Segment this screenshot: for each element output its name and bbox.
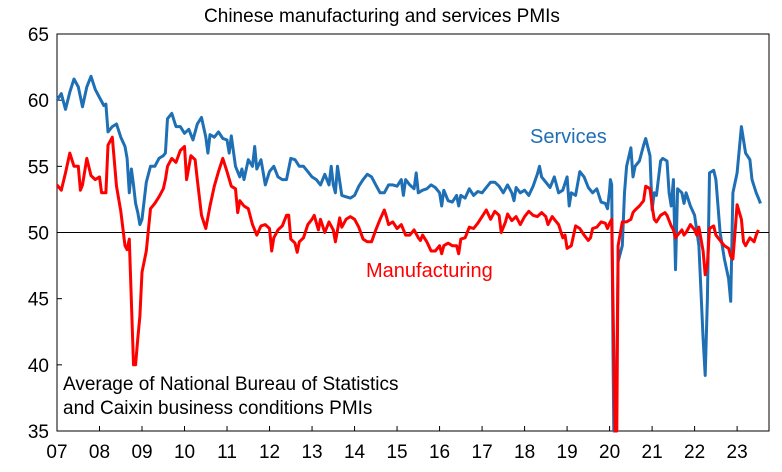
x-tick-label: 19 (557, 442, 578, 463)
y-tick-label: 35 (28, 422, 49, 443)
x-tick-label: 17 (472, 442, 493, 463)
y-axis: 35 40 45 50 55 60 65 (28, 25, 62, 443)
x-tick-label: 08 (89, 442, 110, 463)
series-line-services (55, 74, 762, 433)
x-tick-label: 14 (344, 442, 366, 463)
series-label-manufacturing: Manufacturing (366, 260, 493, 282)
series-line-manufacturing (55, 135, 760, 433)
y-tick-label: 40 (28, 356, 49, 377)
x-tick-label: 22 (684, 442, 705, 463)
x-tick-label: 20 (599, 442, 620, 463)
y-tick-label: 50 (28, 224, 49, 245)
series-label-services: Services (530, 126, 607, 148)
y-tick-label: 45 (28, 290, 49, 311)
series-layer (55, 74, 762, 433)
x-tick-label: 15 (386, 442, 407, 463)
x-tick-label: 23 (727, 442, 748, 463)
annotation-line-1: Average of National Bureau of Statistics (63, 374, 399, 395)
y-tick-label: 55 (28, 157, 49, 178)
x-tick-label: 09 (131, 442, 152, 463)
y-tick-label: 65 (28, 25, 49, 46)
x-tick-label: 13 (301, 442, 322, 463)
x-tick-label: 07 (46, 442, 67, 463)
x-tick-label: 18 (514, 442, 535, 463)
chart-title: Chinese manufacturing and services PMIs (204, 6, 560, 27)
x-tick-label: 12 (259, 442, 280, 463)
y-tick-label: 60 (28, 91, 49, 112)
annotation-line-2: and Caixin business conditions PMIs (63, 398, 372, 419)
x-tick-label: 16 (429, 442, 450, 463)
x-tick-label: 10 (174, 442, 195, 463)
chart-annotation: Average of National Bureau of Statistics… (63, 374, 404, 419)
x-tick-label: 21 (642, 442, 663, 463)
x-axis: 07 08 09 10 11 12 13 14 15 16 17 18 19 20 21 22 23 (46, 426, 748, 463)
x-tick-label: 11 (217, 442, 237, 463)
